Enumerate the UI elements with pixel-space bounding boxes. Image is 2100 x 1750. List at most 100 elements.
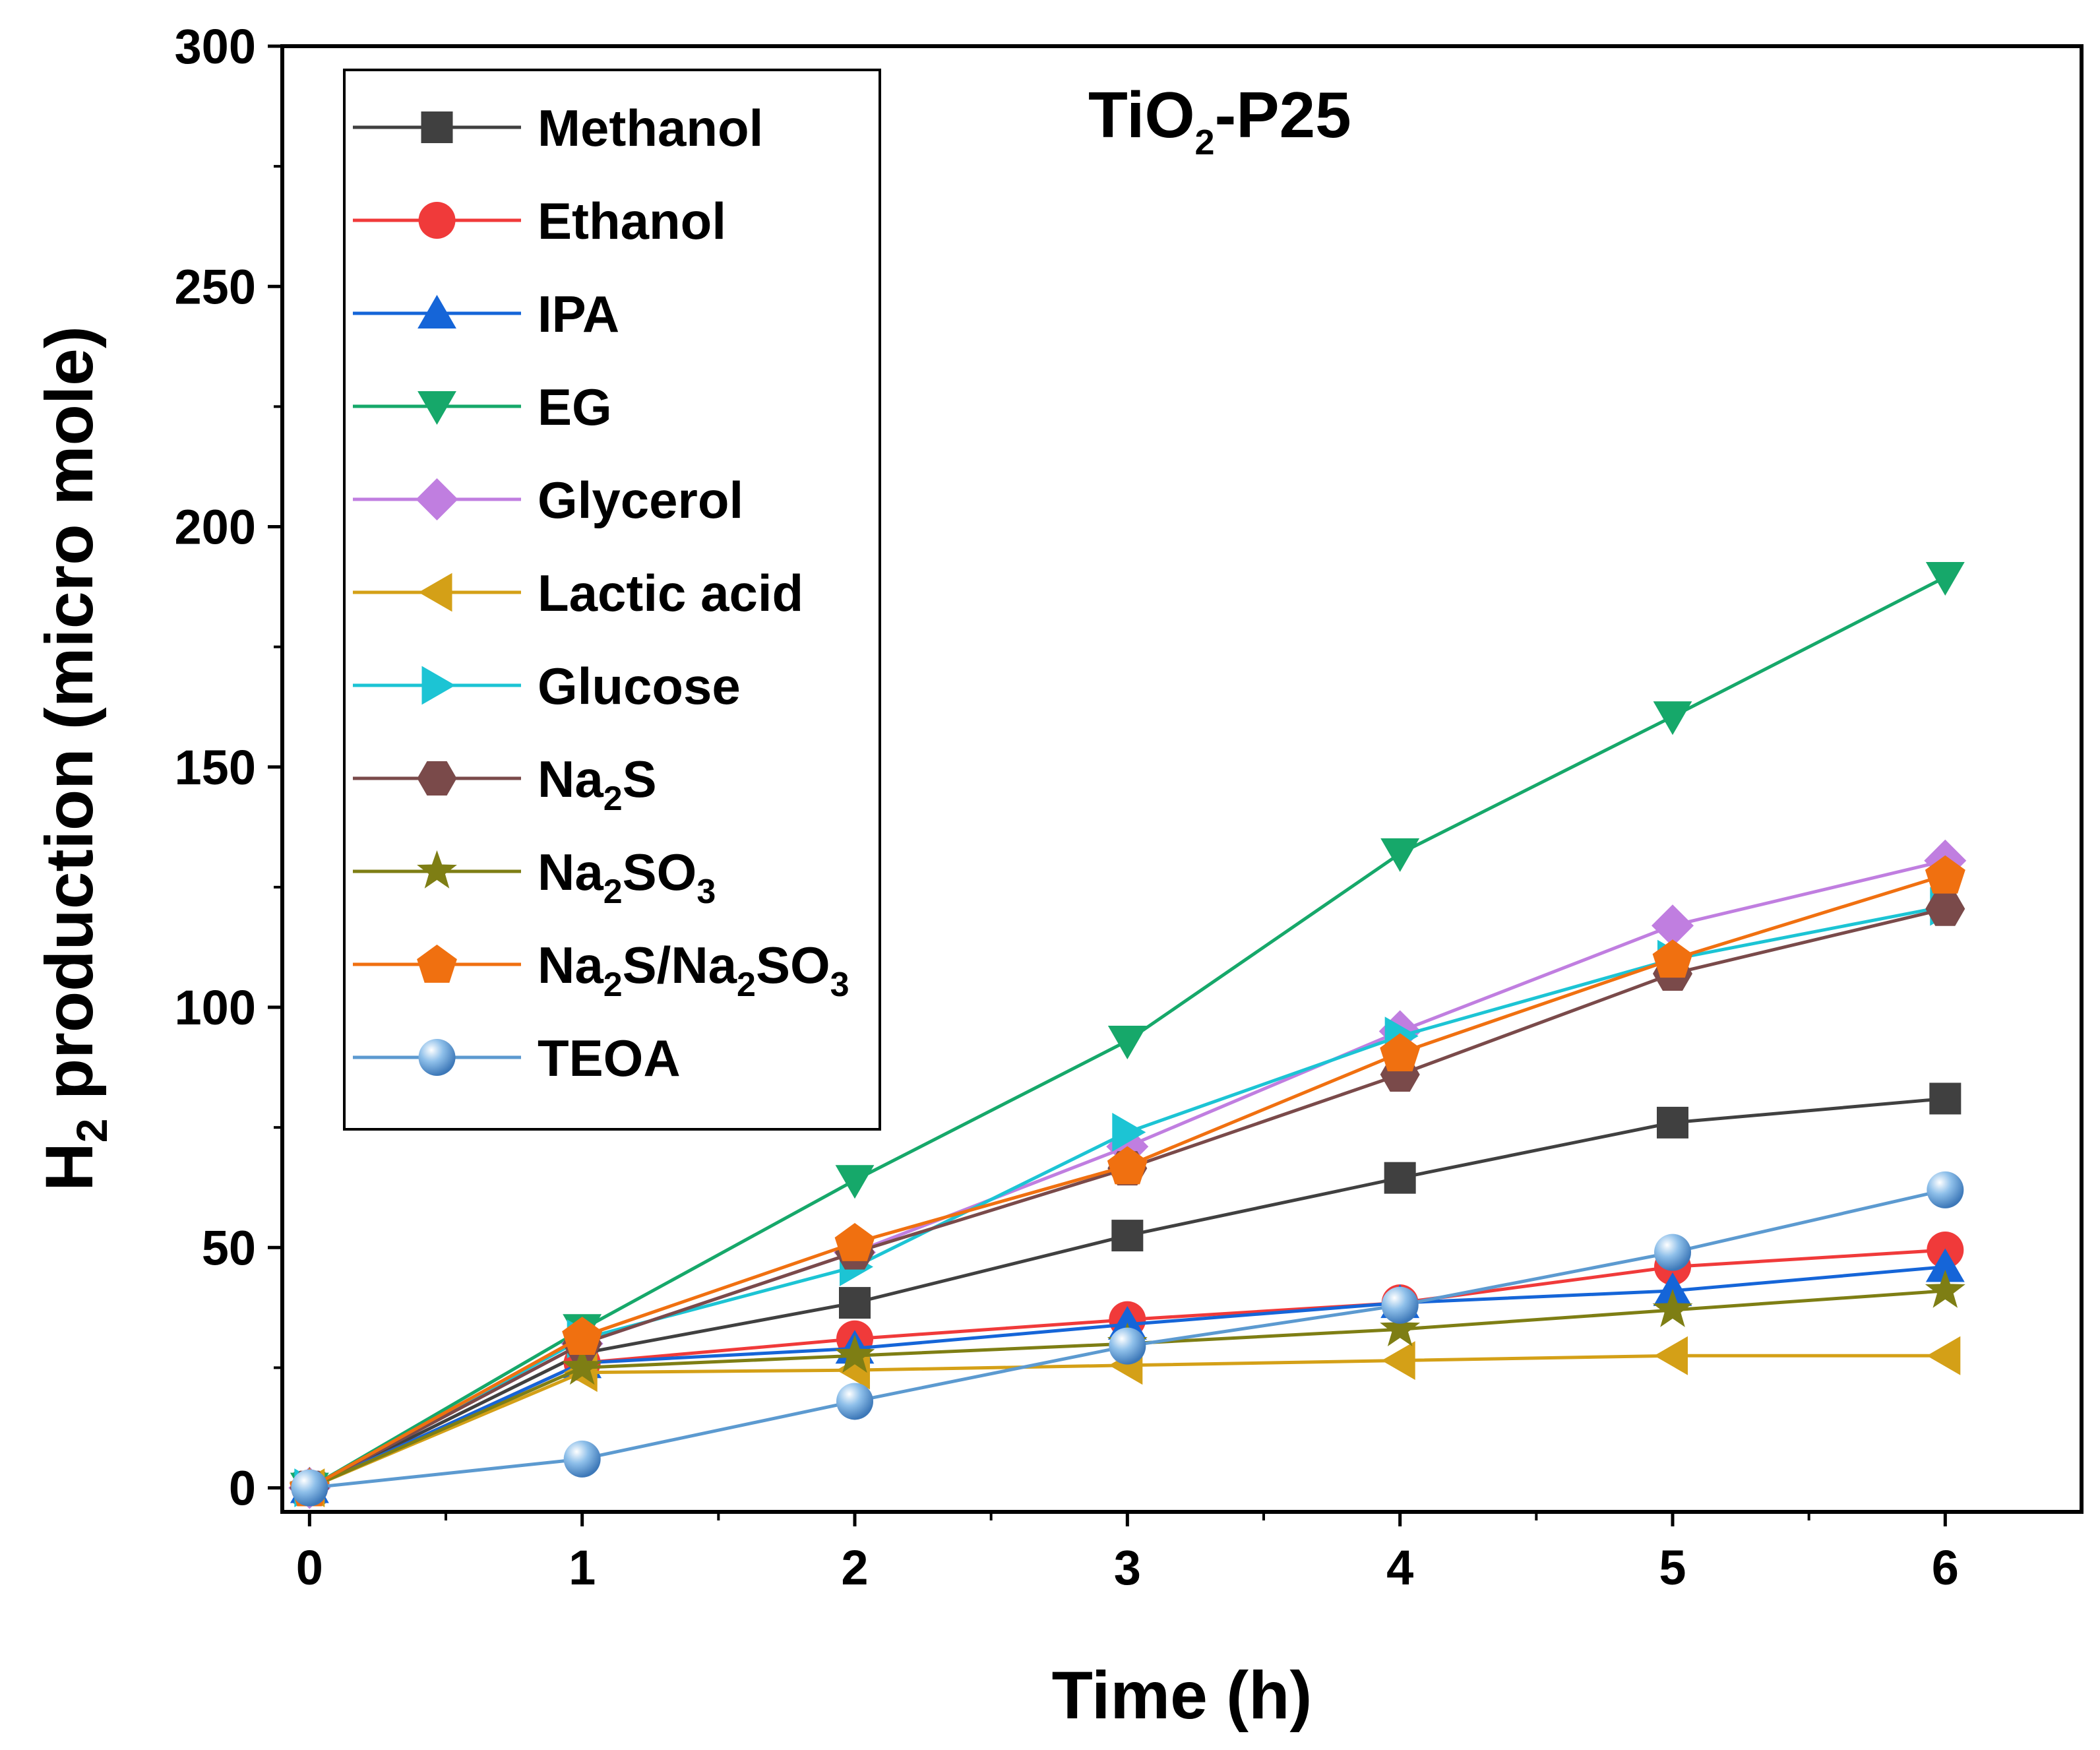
data-point [1925,891,1965,926]
legend-marker [417,295,456,328]
data-point [1652,939,1693,978]
data-point [1380,1033,1421,1072]
legend-label: TEOA [538,1029,681,1087]
x-axis-title: Time (h) [1052,1658,1312,1733]
data-point [1107,1026,1147,1059]
data-point [834,1223,875,1261]
x-tick-label: 5 [1659,1540,1686,1595]
legend-entry: Na2S [353,750,657,818]
plot-title: TiO2-P25 [1088,78,1351,162]
legend-entry: Na2SO3 [353,843,716,911]
data-point [1107,1146,1148,1185]
data-point [834,1334,875,1373]
y-tick-label: 250 [175,259,256,314]
data-point [1653,701,1692,735]
legend-label: IPA [538,285,619,343]
legend-label-part: Glucose [538,657,741,715]
data-point [562,1317,603,1355]
legend-marker [416,478,458,520]
legend-label-part: Lactic acid [538,564,803,622]
data-point [1112,1113,1146,1152]
legend-entry: Glycerol [353,471,743,529]
data-point [835,1165,875,1199]
data-point [1927,1336,1961,1375]
data-point [1654,1234,1691,1271]
y-axis-title-rest: production (micro mole) [32,326,107,1118]
y-tick-label: 150 [175,740,256,795]
data-point [1381,1341,1415,1380]
y-axis-title-sub: 2 [67,1118,116,1142]
x-tick-label: 6 [1932,1540,1959,1595]
legend-label-part: Na [538,843,603,901]
legend-marker [417,945,457,983]
legend-label: Ethanol [538,192,726,250]
x-tick-label: 1 [569,1540,596,1595]
legend-label: Glycerol [538,471,743,529]
legend-entry: TEOA [353,1029,681,1087]
data-point [1652,1289,1693,1327]
series-line [309,1265,1946,1489]
data-point [291,1469,328,1507]
legend-label-part: SO [623,843,697,901]
data-point [1384,1162,1416,1194]
series-layer [288,562,1967,1509]
data-point [1657,1106,1688,1139]
legend-label: Na2S/Na2SO3 [538,936,849,1004]
legend-label-part: SO [756,936,830,994]
data-point [562,1346,603,1385]
legend-label-part: Na [538,936,603,994]
legend-label-sub: 3 [696,873,716,911]
legend-entry: EG [353,378,612,436]
data-point [1111,1220,1144,1252]
legend-label-sub: 2 [603,966,623,1004]
axis-ticks: 0 1 2 3 4 5 6 0 50 100 150 200 250 300 [175,19,1959,1595]
legend-label: Na2SO3 [538,843,716,911]
legend-label: Na2S [538,750,657,818]
y-tick-label: 0 [229,1461,256,1516]
y-tick-label: 100 [175,980,256,1035]
plot-frame [280,44,2084,1514]
x-tick-label: 3 [1114,1540,1141,1595]
legend-marker [418,1039,456,1076]
data-point [1925,562,1965,596]
legend-label: EG [538,378,612,436]
legend-entry: Lactic acid [353,564,803,622]
legend-label: Lactic acid [538,564,803,622]
legend-label-part: S [623,750,657,808]
legend-marker [421,111,453,143]
legend-label-part: Glycerol [538,471,743,529]
legend-entry: Glucose [353,657,741,715]
legend-entry: Na2S/Na2SO3 [353,936,849,1004]
data-point [1380,838,1420,872]
legend-label-part: IPA [538,285,619,343]
data-point [839,1287,871,1319]
legend-label-part: TEOA [538,1029,681,1087]
legend-marker [418,573,452,612]
legend-label-sub: 3 [830,966,849,1004]
data-point [1925,1269,1965,1308]
x-tick-label: 4 [1386,1540,1413,1595]
legend: Methanol Ethanol IPA EG Glycerol Lactic acid G… [343,69,881,1131]
data-point [1652,904,1694,947]
data-point [1927,1171,1964,1208]
legend-entry: IPA [353,285,619,343]
y-axis-title: H2 production (micro mole) [32,326,116,1191]
legend-label-sub: 2 [603,780,623,818]
data-point [1381,1286,1419,1324]
plot-title-sub: 2 [1195,123,1215,162]
legend-label: Glucose [538,657,741,715]
data-point [1929,1082,1961,1115]
legend-label-sub: 2 [737,966,756,1004]
legend-label-part: Na [538,750,603,808]
data-point [836,1383,873,1420]
plot-title-rest: -P25 [1215,78,1351,151]
legend-label-part: EG [538,378,612,436]
data-point [563,1440,601,1478]
legend-marker [417,391,456,425]
y-tick-label: 50 [202,1220,256,1275]
legend-label-sub: 2 [603,873,623,911]
data-point [1109,1327,1146,1365]
data-point [1925,1248,1965,1282]
data-point [1654,1336,1688,1375]
